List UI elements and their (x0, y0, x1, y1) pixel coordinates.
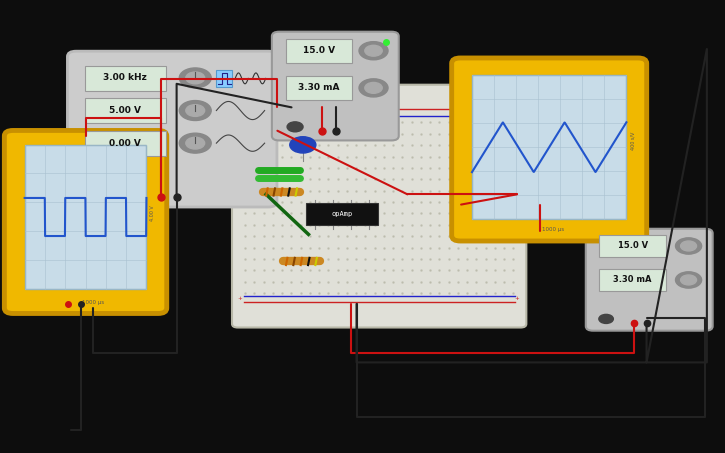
Bar (599, 235, 666, 257)
Text: 3.00 kHz: 3.00 kHz (103, 73, 147, 82)
Text: 4.00 V: 4.00 V (151, 206, 155, 221)
Text: 3.30 mA: 3.30 mA (613, 275, 652, 284)
Circle shape (359, 42, 388, 60)
Bar (85, 98, 165, 123)
Circle shape (179, 68, 211, 88)
Text: +: + (238, 102, 242, 107)
Circle shape (681, 275, 697, 285)
Circle shape (87, 184, 106, 196)
Circle shape (186, 137, 204, 149)
FancyBboxPatch shape (586, 229, 713, 331)
Circle shape (359, 79, 388, 97)
FancyBboxPatch shape (272, 32, 399, 140)
FancyBboxPatch shape (232, 85, 526, 328)
Text: 1000 μs: 1000 μs (542, 227, 564, 232)
Text: +: + (515, 102, 519, 107)
Text: 3.30 mA: 3.30 mA (298, 83, 340, 92)
Text: 0.00 V: 0.00 V (109, 139, 141, 148)
Bar (306, 203, 378, 225)
Text: opAmp: opAmp (331, 211, 352, 217)
Text: +: + (238, 296, 242, 301)
Circle shape (287, 122, 303, 132)
Circle shape (179, 133, 211, 153)
Circle shape (599, 314, 613, 323)
Text: 5.00 V: 5.00 V (109, 106, 141, 115)
Text: 15.0 V: 15.0 V (303, 46, 335, 55)
Text: 1000 μs: 1000 μs (82, 299, 104, 305)
Circle shape (365, 82, 382, 93)
Text: 15.0 V: 15.0 V (618, 241, 647, 251)
FancyBboxPatch shape (452, 58, 647, 241)
Bar (25, 145, 146, 289)
Circle shape (290, 137, 316, 153)
Circle shape (676, 272, 702, 288)
Bar (85, 131, 165, 156)
Circle shape (676, 238, 702, 254)
Bar (286, 39, 352, 63)
Bar (216, 70, 232, 87)
Bar (472, 75, 626, 219)
Circle shape (186, 105, 204, 116)
Bar (85, 66, 165, 91)
Text: +: + (515, 296, 519, 301)
Bar (599, 269, 666, 291)
Text: 400 s/V: 400 s/V (631, 132, 635, 150)
Circle shape (179, 101, 211, 120)
FancyBboxPatch shape (4, 130, 167, 313)
Circle shape (186, 72, 204, 84)
FancyBboxPatch shape (67, 51, 277, 207)
Circle shape (365, 45, 382, 56)
Circle shape (681, 241, 697, 251)
Bar (286, 76, 352, 100)
